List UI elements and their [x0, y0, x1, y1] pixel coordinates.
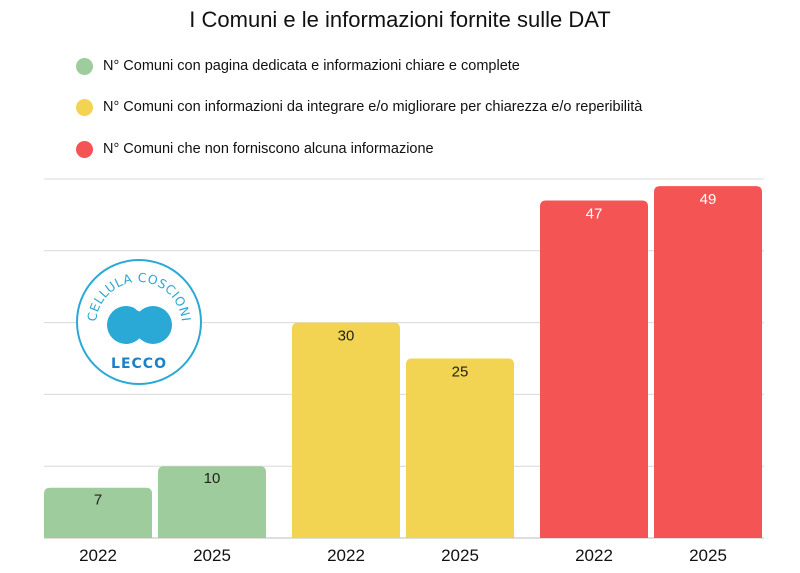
logo-bubble-notch [134, 307, 144, 311]
legend-label-yellow: N° Comuni con informazioni da integrare … [103, 99, 643, 115]
logo-text-bottom: LECCO [111, 356, 167, 372]
legend-swatch-green [76, 57, 93, 75]
legend-label-green: N° Comuni con pagina dedicata e informaz… [103, 58, 520, 74]
logo-bubble-right [134, 306, 172, 344]
legend-item-red: N° Comuni che non forniscono alcuna info… [76, 139, 434, 159]
cellula-coscioni-logo: CELLULA COSCIONI LECCO [76, 259, 202, 385]
legend-swatch-red [76, 140, 93, 158]
bar [158, 466, 266, 538]
bar-value-label: 7 [94, 492, 102, 509]
bar [292, 322, 400, 538]
bar-value-label: 47 [586, 206, 603, 223]
x-tick-label: 2025 [689, 546, 727, 565]
x-tick-label: 2025 [193, 546, 231, 565]
legend-swatch-yellow [76, 98, 93, 116]
bar [540, 200, 648, 539]
x-tick-label: 2022 [79, 546, 117, 565]
bar [44, 487, 152, 538]
bar [406, 358, 514, 538]
bar-value-label: 25 [452, 364, 469, 381]
logo-bubble-left [107, 306, 145, 344]
x-tick-label: 2025 [441, 546, 479, 565]
bar-value-label: 30 [338, 328, 355, 345]
legend-item-green: N° Comuni con pagina dedicata e informaz… [76, 56, 520, 76]
legend-label-red: N° Comuni che non forniscono alcuna info… [103, 141, 434, 157]
x-tick-label: 2022 [327, 546, 365, 565]
chart-title: I Comuni e le informazioni fornite sulle… [189, 7, 611, 32]
bar-value-label: 49 [700, 191, 717, 208]
bar-value-label: 10 [204, 470, 221, 487]
x-tick-label: 2022 [575, 546, 613, 565]
bar [654, 186, 762, 538]
legend-item-yellow: N° Comuni con informazioni da integrare … [76, 97, 642, 117]
